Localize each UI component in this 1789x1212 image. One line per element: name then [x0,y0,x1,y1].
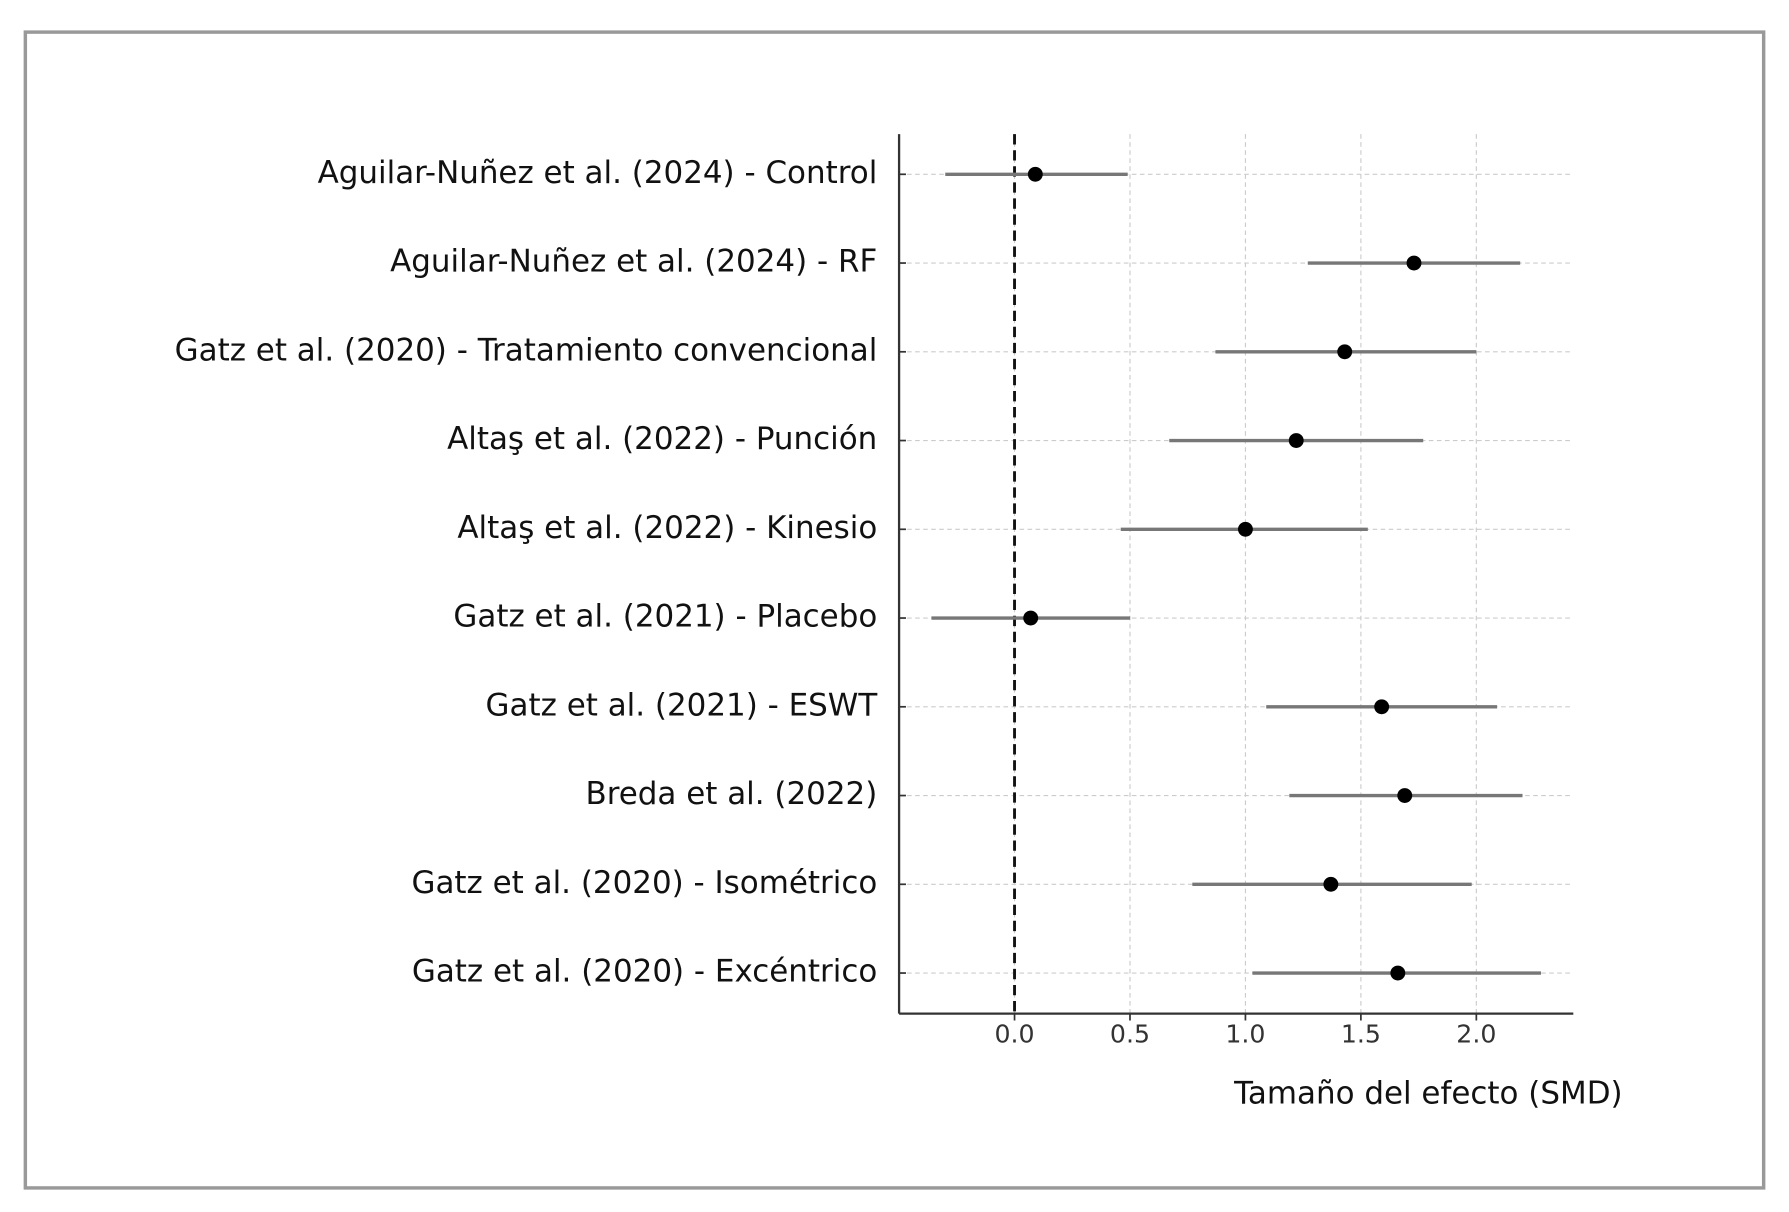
effect-point [1237,521,1253,537]
x-tick-label: 1.0 [1225,1019,1265,1048]
effect-point [1337,344,1353,360]
y-tick-label: Gatz et al. (2021) - ESWT [486,687,878,723]
effect-point [1288,433,1304,448]
y-tick-label: Aguilar-Nuñez et al. (2024) - Control [318,155,878,191]
effect-point [1397,788,1413,803]
y-tick-label: Gatz et al. (2020) - Isométrico [412,865,878,901]
effect-point [1323,876,1339,892]
effect-point [1023,610,1039,626]
effect-point [1406,255,1422,271]
effect-point [1027,166,1043,182]
y-tick-label: Gatz et al. (2020) - Excéntrico [412,954,877,990]
frame [23,30,1766,1190]
y-tick-label: Altaş et al. (2022) - Punción [447,421,877,457]
x-tick-label: 0.5 [1110,1019,1150,1048]
x-axis-label: Tamaño del efecto (SMD) [1233,1076,1622,1112]
x-tick-label: 0.0 [994,1019,1034,1048]
x-tick-label: 1.5 [1341,1019,1381,1048]
y-tick-label: Aguilar-Nuñez et al. (2024) - RF [390,244,877,280]
effect-point [1374,699,1390,715]
x-tick-label: 2.0 [1456,1019,1496,1048]
y-tick-label: Breda et al. (2022) [585,776,877,812]
y-tick-label: Altaş et al. (2022) - Kinesio [457,510,877,546]
y-tick-label: Gatz et al. (2020) - Tratamiento convenc… [175,332,878,368]
y-tick-label: Gatz et al. (2021) - Placebo [453,599,877,635]
effect-point [1390,965,1406,981]
